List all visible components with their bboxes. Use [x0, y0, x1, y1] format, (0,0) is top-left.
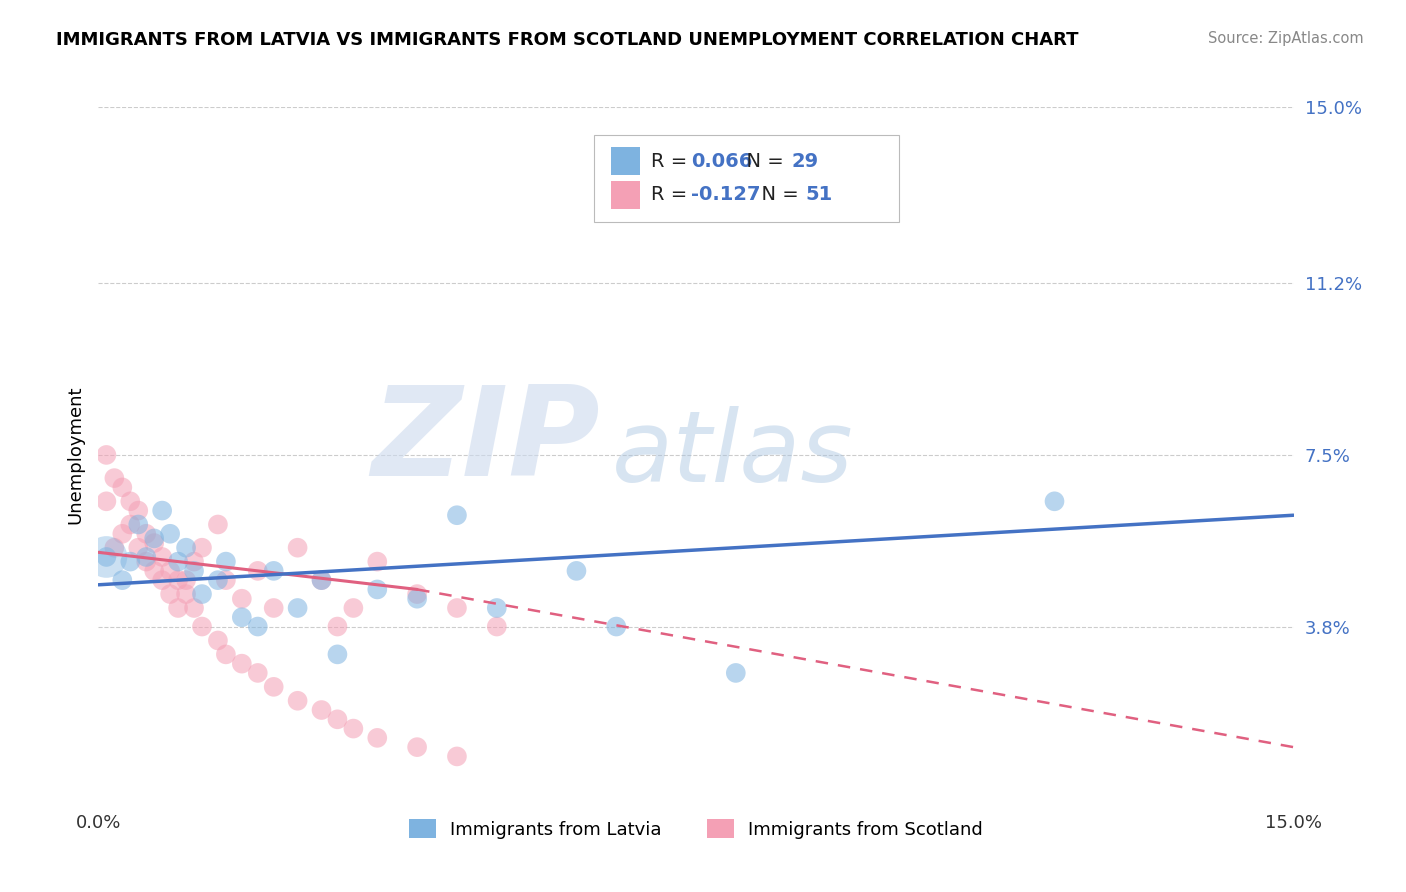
Point: [191, 541, 214, 555]
Point: [605, 619, 627, 633]
Text: R =: R =: [651, 152, 693, 170]
Point: [120, 494, 142, 508]
Point: [111, 573, 134, 587]
Point: [96, 494, 118, 508]
Point: [167, 573, 190, 587]
Point: [311, 573, 333, 587]
Point: [231, 610, 253, 624]
Point: [143, 564, 166, 578]
Point: [120, 555, 142, 569]
Point: [263, 680, 285, 694]
Point: [406, 591, 429, 606]
Point: [231, 657, 253, 671]
Point: [159, 587, 181, 601]
Point: [103, 471, 125, 485]
Point: [103, 541, 125, 555]
Point: [342, 722, 364, 736]
Legend: Immigrants from Latvia, Immigrants from Scotland: Immigrants from Latvia, Immigrants from …: [402, 812, 990, 846]
Point: [183, 555, 205, 569]
Point: [724, 665, 747, 680]
Point: [111, 526, 134, 541]
Point: [207, 573, 229, 587]
Point: [207, 633, 229, 648]
Text: -0.127: -0.127: [692, 186, 761, 204]
Point: [174, 587, 197, 601]
Y-axis label: Unemployment: Unemployment: [66, 385, 84, 524]
Point: [143, 536, 166, 550]
Point: [143, 532, 166, 546]
Point: [446, 601, 468, 615]
Point: [183, 564, 205, 578]
Point: [565, 564, 588, 578]
Point: [406, 740, 429, 755]
FancyBboxPatch shape: [595, 135, 900, 222]
Point: [183, 601, 205, 615]
Point: [326, 619, 349, 633]
FancyBboxPatch shape: [612, 147, 640, 175]
Point: [135, 549, 157, 564]
Text: 29: 29: [792, 152, 818, 170]
Point: [366, 555, 388, 569]
Point: [167, 601, 190, 615]
Point: [96, 549, 118, 564]
Point: [174, 573, 197, 587]
Text: 0.066: 0.066: [692, 152, 752, 170]
Point: [366, 582, 388, 597]
Point: [150, 503, 173, 517]
Point: [150, 549, 173, 564]
Point: [263, 564, 285, 578]
FancyBboxPatch shape: [612, 181, 640, 209]
Text: Source: ZipAtlas.com: Source: ZipAtlas.com: [1208, 31, 1364, 46]
Point: [159, 564, 181, 578]
Point: [150, 573, 173, 587]
Point: [263, 601, 285, 615]
Point: [215, 555, 238, 569]
Point: [446, 749, 468, 764]
Point: [366, 731, 388, 745]
Text: R =: R =: [651, 186, 693, 204]
Point: [191, 619, 214, 633]
Point: [127, 503, 149, 517]
Point: [246, 619, 269, 633]
Point: [231, 591, 253, 606]
Text: ZIP: ZIP: [371, 381, 600, 501]
Point: [111, 480, 134, 494]
Point: [311, 703, 333, 717]
Text: N =: N =: [734, 152, 790, 170]
Point: [246, 665, 269, 680]
Point: [287, 694, 309, 708]
Point: [1043, 494, 1066, 508]
Text: N =: N =: [748, 186, 804, 204]
Point: [135, 526, 157, 541]
Point: [174, 541, 197, 555]
Text: atlas: atlas: [613, 407, 853, 503]
Text: 51: 51: [806, 186, 834, 204]
Point: [159, 526, 181, 541]
Point: [287, 601, 309, 615]
Point: [135, 555, 157, 569]
Point: [326, 712, 349, 726]
Point: [96, 549, 118, 564]
Point: [215, 648, 238, 662]
Point: [127, 517, 149, 532]
Point: [446, 508, 468, 523]
Text: IMMIGRANTS FROM LATVIA VS IMMIGRANTS FROM SCOTLAND UNEMPLOYMENT CORRELATION CHAR: IMMIGRANTS FROM LATVIA VS IMMIGRANTS FRO…: [56, 31, 1078, 49]
Point: [127, 541, 149, 555]
Point: [342, 601, 364, 615]
Point: [191, 587, 214, 601]
Point: [406, 587, 429, 601]
Point: [326, 648, 349, 662]
Point: [246, 564, 269, 578]
Point: [167, 555, 190, 569]
Point: [485, 619, 508, 633]
Point: [287, 541, 309, 555]
Point: [207, 517, 229, 532]
Point: [485, 601, 508, 615]
Point: [311, 573, 333, 587]
Point: [96, 448, 118, 462]
Point: [120, 517, 142, 532]
Point: [215, 573, 238, 587]
